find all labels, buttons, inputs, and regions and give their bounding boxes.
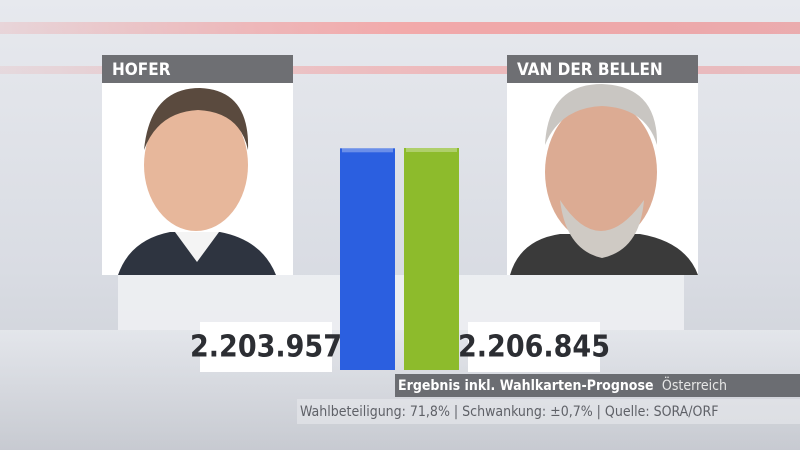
bar-highlight [342, 148, 393, 153]
bar [340, 148, 395, 370]
caption: Ergebnis inkl. Wahlkarten-Prognose Öster… [398, 376, 727, 394]
value-box [200, 322, 332, 372]
bar-highlight [406, 148, 457, 152]
caption-text: Ergebnis inkl. Wahlkarten-Prognose [398, 378, 654, 394]
portrait [507, 83, 698, 275]
candidate-name: HOFER [112, 60, 171, 80]
bar [404, 148, 459, 370]
value-label: 2.203.957 [190, 330, 342, 365]
value-box [468, 322, 600, 372]
decor-streak [0, 66, 800, 74]
candidate-name: VAN DER BELLEN [517, 60, 663, 80]
back-panel [118, 275, 684, 330]
caption-bar [395, 374, 800, 397]
value-label: 2.206.845 [458, 330, 610, 365]
name-box [507, 55, 698, 83]
caption-region: Österreich [662, 376, 727, 394]
source: Wahlbeteiligung: 71,8% | Schwankung: ±0,… [300, 404, 718, 420]
source-bar [297, 399, 800, 424]
decor-streak [0, 22, 800, 34]
name-box [102, 55, 293, 83]
portrait [102, 83, 293, 275]
